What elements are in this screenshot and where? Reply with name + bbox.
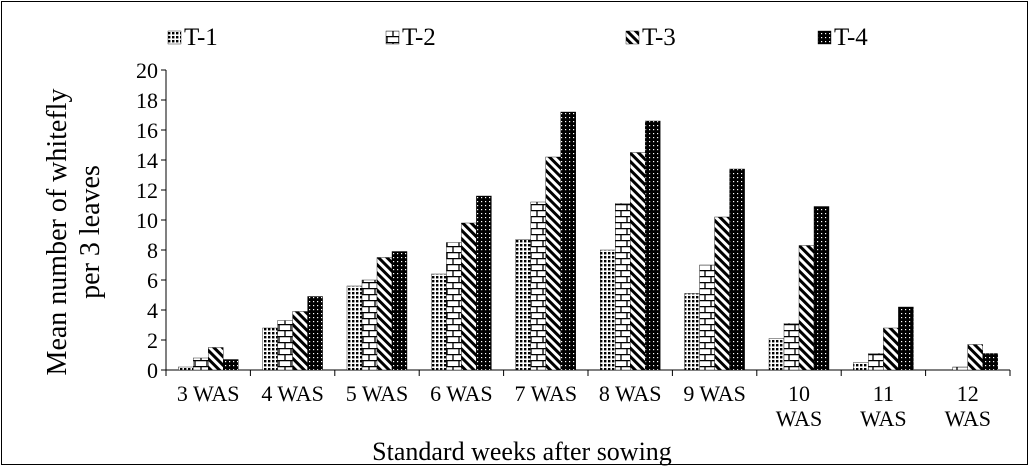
bar-t-3-6	[630, 152, 646, 371]
bar-t-2-7	[699, 264, 715, 371]
y-tick-label: 14	[136, 148, 158, 173]
y-tick-label: 8	[147, 238, 158, 263]
bar-t-3-4	[461, 222, 477, 371]
y-axis-label-line-2: per 3 leaves	[75, 165, 106, 299]
bar-t-1-8	[768, 338, 785, 371]
bar-t-2-2	[277, 320, 293, 371]
bar-t-2-4	[446, 242, 462, 371]
y-tick-label: 16	[136, 118, 158, 143]
x-tick-label: 4 WAS	[261, 381, 324, 406]
bar-t-2-10	[952, 366, 968, 371]
x-tick-label: WAS	[945, 406, 991, 431]
legend-label-t-4: T-4	[834, 24, 868, 51]
y-tick-label: 2	[147, 328, 158, 353]
legend-label-t-2: T-2	[402, 24, 436, 51]
x-tick-label: 6 WAS	[430, 381, 493, 406]
x-tick-label: WAS	[776, 406, 822, 431]
bar-t-4-3	[391, 251, 408, 371]
y-tick-label: 6	[147, 268, 158, 293]
bars	[177, 111, 998, 371]
x-ticks: 3 WAS 4 WAS 5 WAS 6 WAS 7 WAS 8 WAS 9 WAS 10WAS…	[165, 370, 1011, 431]
bar-t-2-5	[530, 201, 546, 371]
bar-t-2-9	[868, 353, 884, 371]
bar-t-3-7	[714, 216, 730, 371]
y-tick-label: 10	[136, 208, 158, 233]
bar-t-1-4	[431, 273, 447, 371]
bar-t-3-10	[967, 344, 983, 371]
x-tick-label: 10	[788, 381, 810, 406]
bar-t-4-1	[222, 359, 239, 371]
bar-t-1-1	[177, 366, 194, 371]
checker-icon	[817, 30, 832, 45]
brick-icon	[385, 30, 400, 45]
bar-t-4-5	[560, 111, 576, 371]
x-tick-label: 11	[873, 381, 894, 406]
x-tick-label: 12	[957, 381, 979, 406]
bar-t-1-3	[346, 285, 363, 371]
legend-label-t-3: T-3	[642, 24, 676, 51]
y-tick-label: 12	[136, 178, 158, 203]
x-tick-label: 5 WAS	[346, 381, 409, 406]
bar-t-4-7	[729, 168, 745, 371]
bar-t-2-8	[783, 323, 800, 371]
x-tick-label: WAS	[860, 406, 906, 431]
y-axis-label-line-1: Mean number of whitefly	[42, 89, 73, 376]
x-axis-label: Standard weeks after sowing	[372, 437, 672, 466]
bar-t-4-4	[476, 195, 492, 371]
bar-t-1-6	[600, 249, 616, 371]
legend: T-1 T-2 T-3 T-4	[167, 24, 868, 51]
x-tick-label: 7 WAS	[515, 381, 578, 406]
y-ticks: 0 2 4 6 8 10 12 14 16 18 20	[136, 58, 166, 383]
y-tick-label: 18	[136, 88, 158, 113]
x-tick-label: 3 WAS	[177, 381, 240, 406]
bar-t-3-1	[207, 347, 224, 371]
bar-t-2-6	[615, 203, 631, 371]
bar-t-3-9	[883, 327, 899, 371]
bar-t-1-5	[515, 239, 531, 371]
bar-t-4-9	[898, 306, 914, 371]
x-tick-label: 8 WAS	[599, 381, 662, 406]
x-tick-label: 9 WAS	[683, 381, 746, 406]
bar-t-3-3	[376, 257, 393, 371]
y-tick-label: 20	[136, 58, 158, 83]
y-tick-label: 4	[147, 298, 158, 323]
legend-label-t-1: T-1	[184, 24, 218, 51]
grid-icon	[167, 30, 182, 45]
bar-t-1-7	[684, 293, 700, 371]
bar-t-4-2	[307, 296, 323, 371]
bar-t-2-1	[192, 357, 209, 371]
y-axis-label: Mean number of whitefly per 3 leaves	[42, 89, 106, 376]
bar-t-3-8	[798, 245, 815, 371]
bar-t-1-9	[853, 362, 869, 371]
y-tick-label: 0	[147, 358, 158, 383]
bar-t-2-3	[361, 279, 378, 371]
diagonal-icon	[625, 30, 640, 45]
bar-t-3-5	[545, 156, 561, 371]
bar-t-4-10	[982, 353, 998, 371]
bar-t-1-2	[262, 327, 278, 371]
bar-t-4-8	[813, 206, 830, 371]
bar-t-3-2	[292, 311, 308, 371]
bar-t-4-6	[645, 120, 661, 371]
